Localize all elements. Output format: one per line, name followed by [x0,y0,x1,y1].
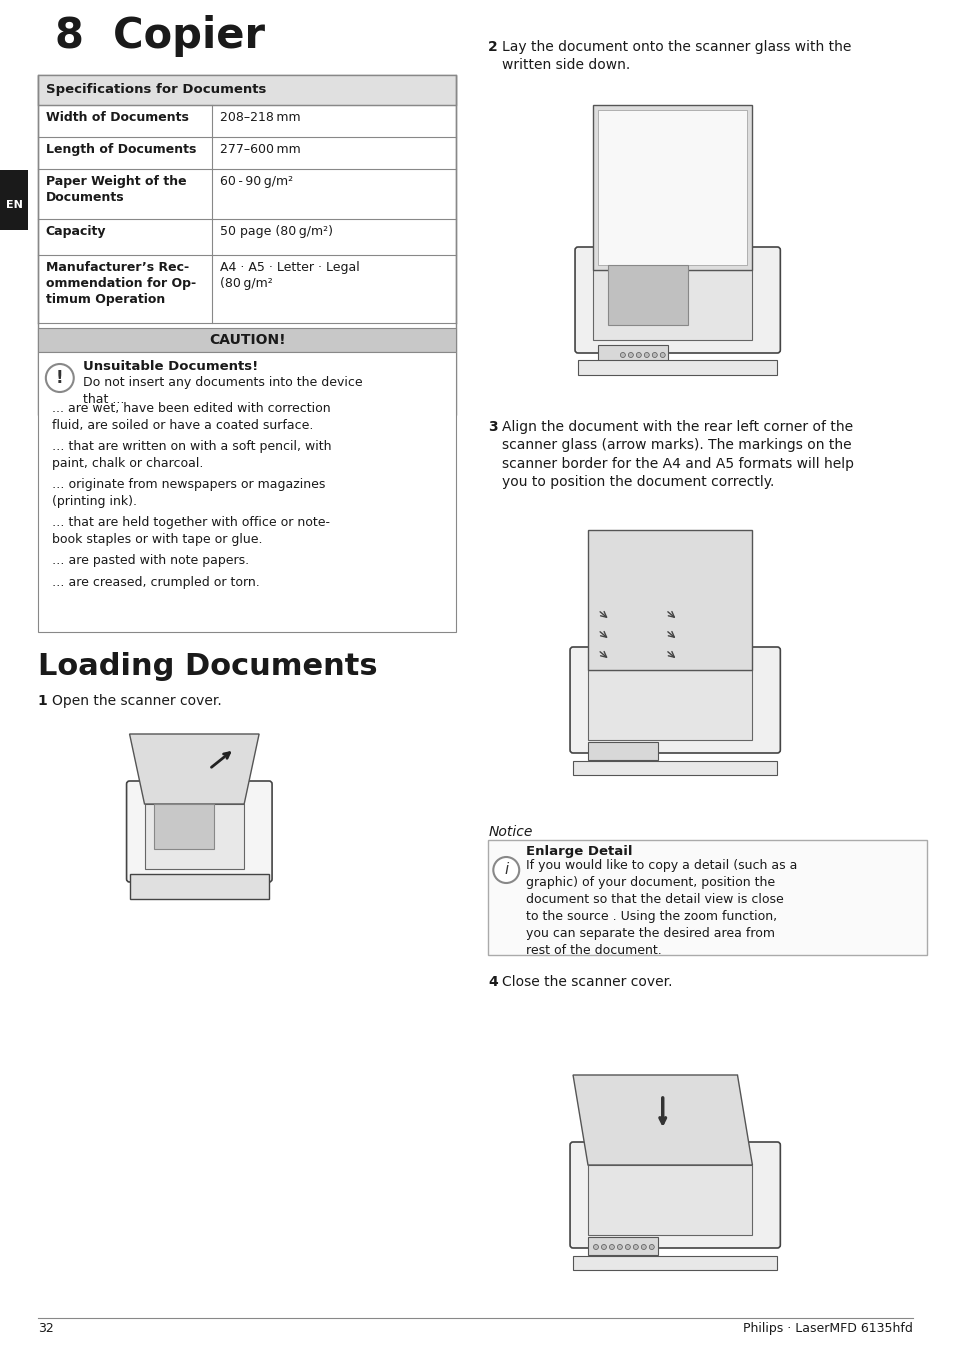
Text: Capacity: Capacity [46,225,106,238]
Bar [573,761,777,775]
Text: Close the scanner cover.: Close the scanner cover. [502,975,672,990]
Circle shape [652,352,657,358]
Circle shape [628,352,633,358]
Bar [38,76,456,105]
Text: Philips · LaserMFD 6135hfd: Philips · LaserMFD 6135hfd [742,1322,912,1335]
Polygon shape [130,734,259,805]
Text: 50 page (80 g/m²): 50 page (80 g/m²) [220,225,333,238]
Text: 208–218 mm: 208–218 mm [220,111,300,124]
Text: 8  Copier: 8 Copier [54,15,265,57]
Text: … that are written on with a soft pencil, with
paint, chalk or charcoal.: … that are written on with a soft pencil… [51,440,331,470]
Text: !: ! [56,369,64,387]
Text: … that are held together with office or note-
book staples or with tape or glue.: … that are held together with office or … [51,516,330,545]
Bar [38,352,456,632]
Text: EN: EN [6,200,22,211]
Text: Unsuitable Documents!: Unsuitable Documents! [83,360,257,373]
Circle shape [600,1245,606,1250]
Circle shape [617,1245,621,1250]
Circle shape [625,1245,630,1250]
Text: 3: 3 [488,420,497,433]
Text: … are creased, crumpled or torn.: … are creased, crumpled or torn. [51,576,259,589]
Text: 277–600 mm: 277–600 mm [220,143,301,157]
Circle shape [493,857,518,883]
Circle shape [633,1245,638,1250]
FancyBboxPatch shape [575,247,780,352]
Text: i: i [503,863,508,878]
Polygon shape [593,105,752,270]
Text: Width of Documents: Width of Documents [46,111,189,124]
Polygon shape [587,531,752,670]
Circle shape [659,352,664,358]
Circle shape [636,352,640,358]
FancyBboxPatch shape [0,170,28,230]
Text: Enlarge Detail: Enlarge Detail [526,845,632,859]
Text: 1: 1 [38,694,48,707]
Bar [144,805,244,869]
Circle shape [593,1245,598,1250]
Text: 32: 32 [38,1322,53,1335]
Circle shape [46,364,73,391]
Bar [38,76,456,105]
Bar [573,1256,777,1270]
Text: 2: 2 [488,40,497,54]
Text: Manufacturer’s Rec-
ommendation for Op-
timum Operation: Manufacturer’s Rec- ommendation for Op- … [46,261,195,306]
Text: Loading Documents: Loading Documents [38,652,377,680]
Text: Align the document with the rear left corner of the
scanner glass (arrow marks).: Align the document with the rear left co… [502,420,853,489]
Polygon shape [598,109,746,265]
Text: … are pasted with note papers.: … are pasted with note papers. [51,554,249,567]
Bar [598,346,667,365]
Circle shape [619,352,625,358]
Bar [38,328,456,352]
Text: … originate from newspapers or magazines
(printing ink).: … originate from newspapers or magazines… [51,478,325,508]
Circle shape [640,1245,645,1250]
Text: 60 - 90 g/m²: 60 - 90 g/m² [220,176,294,188]
Bar [587,670,752,740]
Bar [154,805,214,849]
Text: Notice: Notice [488,825,532,838]
Bar [607,265,687,325]
Text: 4: 4 [488,975,497,990]
Text: CAUTION!: CAUTION! [209,333,285,347]
Circle shape [643,352,649,358]
Bar [587,1237,657,1256]
Bar [578,360,777,375]
FancyBboxPatch shape [127,782,272,882]
Text: Do not insert any documents into the device
that ...: Do not insert any documents into the dev… [83,377,362,406]
Text: Specifications for Documents: Specifications for Documents [46,82,266,96]
Text: ... are wet, have been edited with correction
fluid, are soiled or have a coated: ... are wet, have been edited with corre… [51,402,330,432]
Bar [587,743,657,760]
Bar [488,840,926,954]
Polygon shape [573,1075,752,1165]
Circle shape [649,1245,654,1250]
Bar [38,76,456,414]
Circle shape [609,1245,614,1250]
Bar [587,1165,752,1235]
Text: Paper Weight of the
Documents: Paper Weight of the Documents [46,176,186,204]
Bar [130,873,269,899]
Text: If you would like to copy a detail (such as a
graphic) of your document, positio: If you would like to copy a detail (such… [526,859,797,957]
Text: A4 · A5 · Letter · Legal
(80 g/m²: A4 · A5 · Letter · Legal (80 g/m² [220,261,359,290]
Text: Open the scanner cover.: Open the scanner cover. [51,694,221,707]
Bar [593,270,752,340]
Text: Length of Documents: Length of Documents [46,143,196,157]
Text: Lay the document onto the scanner glass with the
written side down.: Lay the document onto the scanner glass … [502,40,851,73]
FancyBboxPatch shape [570,647,780,753]
FancyBboxPatch shape [570,1142,780,1247]
